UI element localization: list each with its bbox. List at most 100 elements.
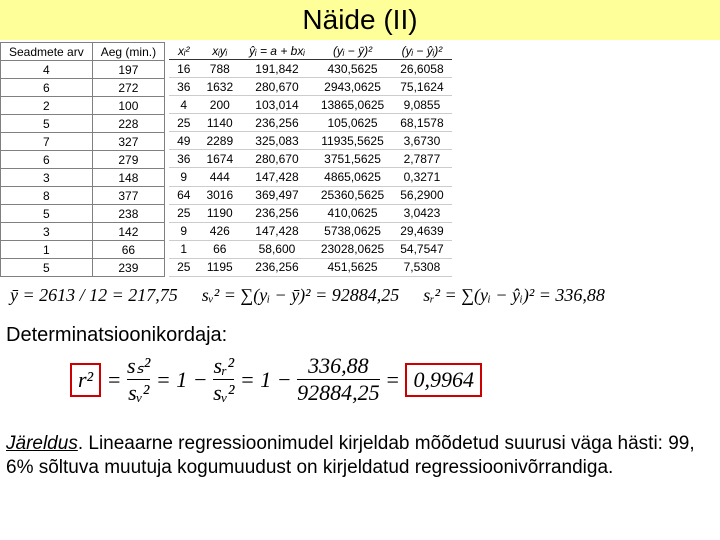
table-row: 9426147,4285738,062529,4639 [169, 222, 452, 240]
table-cell: 36 [169, 78, 198, 96]
table-cell: 4865,0625 [313, 168, 392, 186]
table-cell: 26,6058 [392, 60, 451, 78]
table-cell: 54,7547 [392, 240, 451, 258]
table-cell: 200 [198, 96, 241, 114]
table-cell: 238 [92, 205, 164, 223]
table-row: 166 [1, 241, 165, 259]
sv2-equation: sᵥ² = ∑(yᵢ − ȳ)² = 92884,25 [202, 285, 399, 306]
table-cell: 239 [92, 259, 164, 277]
r-squared-symbol: r² [78, 367, 93, 392]
computed-table: xᵢ² xᵢyᵢ ŷᵢ = a + bxᵢ (yᵢ − ȳ)² (yᵢ − ŷᵢ… [169, 42, 452, 277]
table-cell: 66 [198, 240, 241, 258]
table-cell: 236,256 [241, 204, 313, 222]
data-table-region: Seadmete arv Aeg (min.) 4197627221005228… [0, 42, 720, 277]
table-row: 3142 [1, 223, 165, 241]
table-cell: 5 [1, 115, 93, 133]
table-cell: 228 [92, 115, 164, 133]
conclusion-lead: Järeldus [6, 433, 78, 454]
table-cell: 1140 [198, 114, 241, 132]
table-row: 6272 [1, 79, 165, 97]
col-header: (yᵢ − ŷᵢ)² [392, 42, 451, 60]
table-cell: 3016 [198, 186, 241, 204]
table-cell: 1632 [198, 78, 241, 96]
table-row: 2100 [1, 97, 165, 115]
col-header: (yᵢ − ȳ)² [313, 42, 392, 60]
table-cell: 36 [169, 150, 198, 168]
table-cell: 2,7877 [392, 150, 451, 168]
slide-title: Näide (II) [0, 0, 720, 40]
col-header: Aeg (min.) [92, 43, 164, 61]
col-header: xᵢyᵢ [198, 42, 241, 60]
ybar-equation: ȳ = 2613 / 12 = 217,75 [10, 285, 178, 306]
table-cell: 11935,5625 [313, 132, 392, 150]
table-cell: 5738,0625 [313, 222, 392, 240]
table-cell: 3,0423 [392, 204, 451, 222]
table-row: 251195236,256451,56257,5308 [169, 258, 452, 276]
table-cell: 788 [198, 60, 241, 78]
table-cell: 64 [169, 186, 198, 204]
table-cell: 49 [169, 132, 198, 150]
table-row: 5228 [1, 115, 165, 133]
table-row: 7327 [1, 133, 165, 151]
table-cell: 58,600 [241, 240, 313, 258]
table-row: 643016369,49725360,562556,2900 [169, 186, 452, 204]
frac-den: sᵥ² [213, 380, 234, 405]
table-cell: 2289 [198, 132, 241, 150]
table-row: 4200103,01413865,06259,0855 [169, 96, 452, 114]
table-cell: 147,428 [241, 168, 313, 186]
table-cell: 9 [169, 168, 198, 186]
table-cell: 280,670 [241, 150, 313, 168]
table-cell: 1674 [198, 150, 241, 168]
conclusion-body: . Lineaarne regressioonimudel kirjeldab … [6, 433, 695, 478]
table-cell: 68,1578 [392, 114, 451, 132]
table-cell: 75,1624 [392, 78, 451, 96]
table-row: 9444147,4284865,06250,3271 [169, 168, 452, 186]
col-header: ŷᵢ = a + bxᵢ [241, 42, 313, 60]
frac-num: 336,88 [308, 353, 369, 378]
table-cell: 13865,0625 [313, 96, 392, 114]
table-row: 16658,60023028,062554,7547 [169, 240, 452, 258]
table-cell: 236,256 [241, 258, 313, 276]
table-cell: 16 [169, 60, 198, 78]
table-cell: 25 [169, 258, 198, 276]
table-cell: 25360,5625 [313, 186, 392, 204]
col-header: Seadmete arv [1, 43, 93, 61]
table-cell: 369,497 [241, 186, 313, 204]
table-cell: 142 [92, 223, 164, 241]
table-cell: 6 [1, 151, 93, 169]
table-row: 16788191,842430,562526,6058 [169, 60, 452, 78]
table-cell: 66 [92, 241, 164, 259]
table-cell: 426 [198, 222, 241, 240]
table-cell: 6 [1, 79, 93, 97]
determination-equation: r² = sₛ² sᵥ² = 1 − sᵣ² sᵥ² = 1 − 336,88 … [70, 353, 720, 406]
table-cell: 23028,0625 [313, 240, 392, 258]
table-cell: 7 [1, 133, 93, 151]
table-cell: 444 [198, 168, 241, 186]
r-squared-box: r² [70, 363, 101, 397]
table-row: 251140236,256105,062568,1578 [169, 114, 452, 132]
table-cell: 56,2900 [392, 186, 451, 204]
table-cell: 1190 [198, 204, 241, 222]
table-row: 251190236,256410,06253,0423 [169, 204, 452, 222]
table-cell: 4 [169, 96, 198, 114]
table-cell: 2943,0625 [313, 78, 392, 96]
table-cell: 148 [92, 169, 164, 187]
conclusion-text: Järeldus. Lineaarne regressioonimudel ki… [6, 432, 712, 480]
table-row: 5239 [1, 259, 165, 277]
table-row: 5238 [1, 205, 165, 223]
result-value: 0,9964 [413, 367, 474, 392]
table-cell: 1 [1, 241, 93, 259]
table-cell: 7,5308 [392, 258, 451, 276]
table-cell: 197 [92, 61, 164, 79]
table-cell: 451,5625 [313, 258, 392, 276]
table-cell: 3 [1, 223, 93, 241]
table-cell: 25 [169, 204, 198, 222]
col-header: xᵢ² [169, 42, 198, 60]
table-cell: 236,256 [241, 114, 313, 132]
table-row: 492289325,08311935,56253,6730 [169, 132, 452, 150]
table-row: 8377 [1, 187, 165, 205]
table-cell: 1195 [198, 258, 241, 276]
equation-row: ȳ = 2613 / 12 = 217,75 sᵥ² = ∑(yᵢ − ȳ)² … [10, 285, 720, 306]
table-cell: 29,4639 [392, 222, 451, 240]
table-cell: 327 [92, 133, 164, 151]
